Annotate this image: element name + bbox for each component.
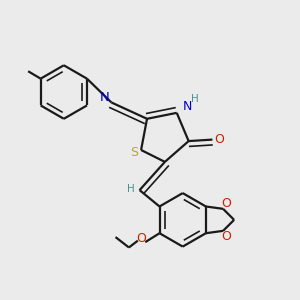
Text: O: O [222, 197, 232, 210]
Text: S: S [130, 146, 138, 160]
Text: O: O [222, 230, 232, 243]
Text: H: H [191, 94, 199, 103]
Text: N: N [183, 100, 192, 113]
Text: N: N [100, 92, 110, 104]
Text: O: O [214, 133, 224, 146]
Text: O: O [136, 232, 146, 245]
Text: H: H [127, 184, 135, 194]
